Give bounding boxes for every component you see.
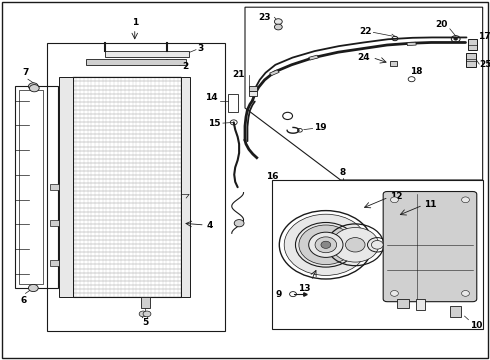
Circle shape [143, 311, 151, 317]
FancyBboxPatch shape [383, 192, 477, 302]
Text: 7: 7 [22, 68, 29, 77]
Circle shape [462, 291, 469, 296]
Text: 20: 20 [435, 20, 447, 29]
Bar [466, 53, 476, 67]
Circle shape [391, 291, 398, 296]
Circle shape [28, 284, 38, 292]
Polygon shape [407, 42, 416, 46]
Bar [416, 299, 425, 310]
Bar [272, 180, 483, 329]
Circle shape [309, 232, 343, 257]
Bar [249, 86, 257, 91]
Bar [450, 306, 461, 317]
Circle shape [332, 228, 379, 262]
Bar [228, 94, 238, 112]
Text: 5: 5 [142, 318, 148, 327]
Text: 10: 10 [470, 321, 483, 330]
Bar [141, 297, 150, 308]
Bar [50, 184, 59, 190]
Text: 11: 11 [424, 200, 437, 209]
Text: 14: 14 [205, 94, 218, 102]
Circle shape [462, 197, 469, 203]
Bar [50, 220, 59, 226]
Circle shape [284, 214, 368, 275]
Bar [19, 90, 43, 284]
Circle shape [321, 241, 331, 248]
Bar [47, 43, 225, 331]
Text: 13: 13 [297, 284, 310, 293]
Bar [249, 91, 257, 96]
Circle shape [29, 85, 39, 92]
Text: 16: 16 [266, 172, 278, 181]
Bar [390, 61, 397, 66]
Circle shape [28, 83, 38, 90]
Text: 21: 21 [232, 71, 245, 79]
Polygon shape [270, 70, 279, 76]
Circle shape [391, 197, 398, 203]
Bar [59, 77, 73, 297]
Text: 22: 22 [359, 27, 371, 36]
Text: 4: 4 [207, 221, 213, 230]
Text: 24: 24 [357, 53, 370, 62]
Bar [181, 77, 190, 297]
Circle shape [345, 238, 365, 252]
Circle shape [274, 19, 282, 24]
Bar [468, 39, 477, 50]
Bar [50, 260, 59, 266]
Bar [73, 77, 181, 297]
Text: 6: 6 [21, 296, 26, 305]
Text: 1: 1 [132, 18, 138, 27]
Text: 8: 8 [340, 168, 346, 177]
Text: 25: 25 [479, 60, 490, 69]
Text: 15: 15 [208, 118, 220, 127]
Text: 2: 2 [182, 62, 189, 71]
Polygon shape [86, 59, 186, 65]
Circle shape [299, 225, 353, 265]
Circle shape [234, 220, 244, 227]
Circle shape [454, 37, 458, 40]
Text: 12: 12 [390, 192, 402, 201]
Text: 9: 9 [275, 289, 282, 299]
Text: 17: 17 [478, 32, 490, 41]
Circle shape [139, 311, 147, 317]
Polygon shape [309, 55, 318, 60]
Polygon shape [105, 51, 189, 57]
Circle shape [371, 240, 383, 249]
Text: 23: 23 [258, 13, 271, 22]
Text: 19: 19 [314, 123, 326, 132]
Circle shape [274, 24, 282, 30]
Text: 3: 3 [197, 44, 204, 53]
Text: 18: 18 [410, 68, 422, 77]
Circle shape [315, 237, 337, 253]
Bar [397, 299, 409, 308]
